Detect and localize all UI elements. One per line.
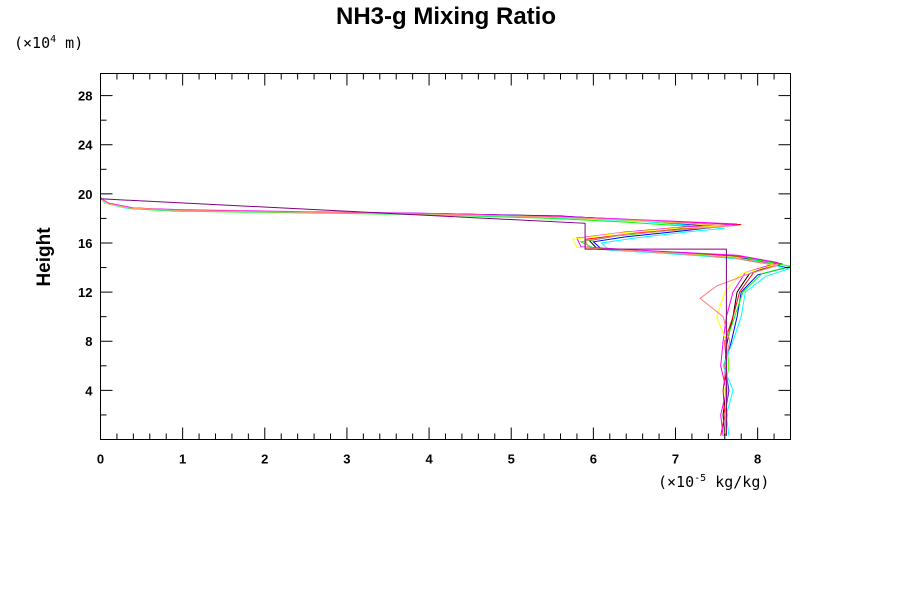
series-line-6 [100,73,779,436]
y-tick-label: 28 [78,89,92,104]
y-unit-suffix: m) [56,34,83,52]
ticks-layer [100,73,791,440]
y-unit-exponent: 4 [50,34,56,45]
y-axis-label: Height [34,227,55,287]
x-tick-label: 7 [672,452,679,467]
x-unit-suffix: kg/kg) [706,473,769,491]
series-line-5 [100,73,791,436]
x-unit-label: (×10-5 kg/kg) [658,473,769,491]
x-tick-label: 6 [590,452,597,467]
plot-frame [100,73,791,440]
x-tick-label: 4 [425,452,433,467]
x-unit-prefix: (×10 [658,473,694,491]
x-unit-exponent: -5 [694,473,706,484]
series-line-1 [100,73,777,436]
chart-title: NH3-g Mixing Ratio [336,3,556,30]
series-line-7 [100,73,775,436]
series-line-9 [100,73,727,436]
x-tick-label: 5 [508,452,515,467]
x-tick-label: 2 [261,452,268,467]
y-tick-label: 8 [85,334,92,349]
y-tick-label: 12 [78,285,92,300]
y-unit-prefix: (×10 [14,34,50,52]
x-tick-label: 8 [754,452,761,467]
y-unit-label: (×104 m) [14,34,83,52]
series-layer [100,73,791,436]
y-tick-label: 16 [78,236,92,251]
series-line-8 [100,73,779,436]
x-tick-label: 1 [179,452,186,467]
x-tick-label: 0 [97,452,104,467]
y-tick-label: 20 [78,187,92,202]
y-tick-label: 24 [78,138,93,153]
y-tick-label: 4 [85,383,93,398]
x-tick-label: 3 [343,452,350,467]
